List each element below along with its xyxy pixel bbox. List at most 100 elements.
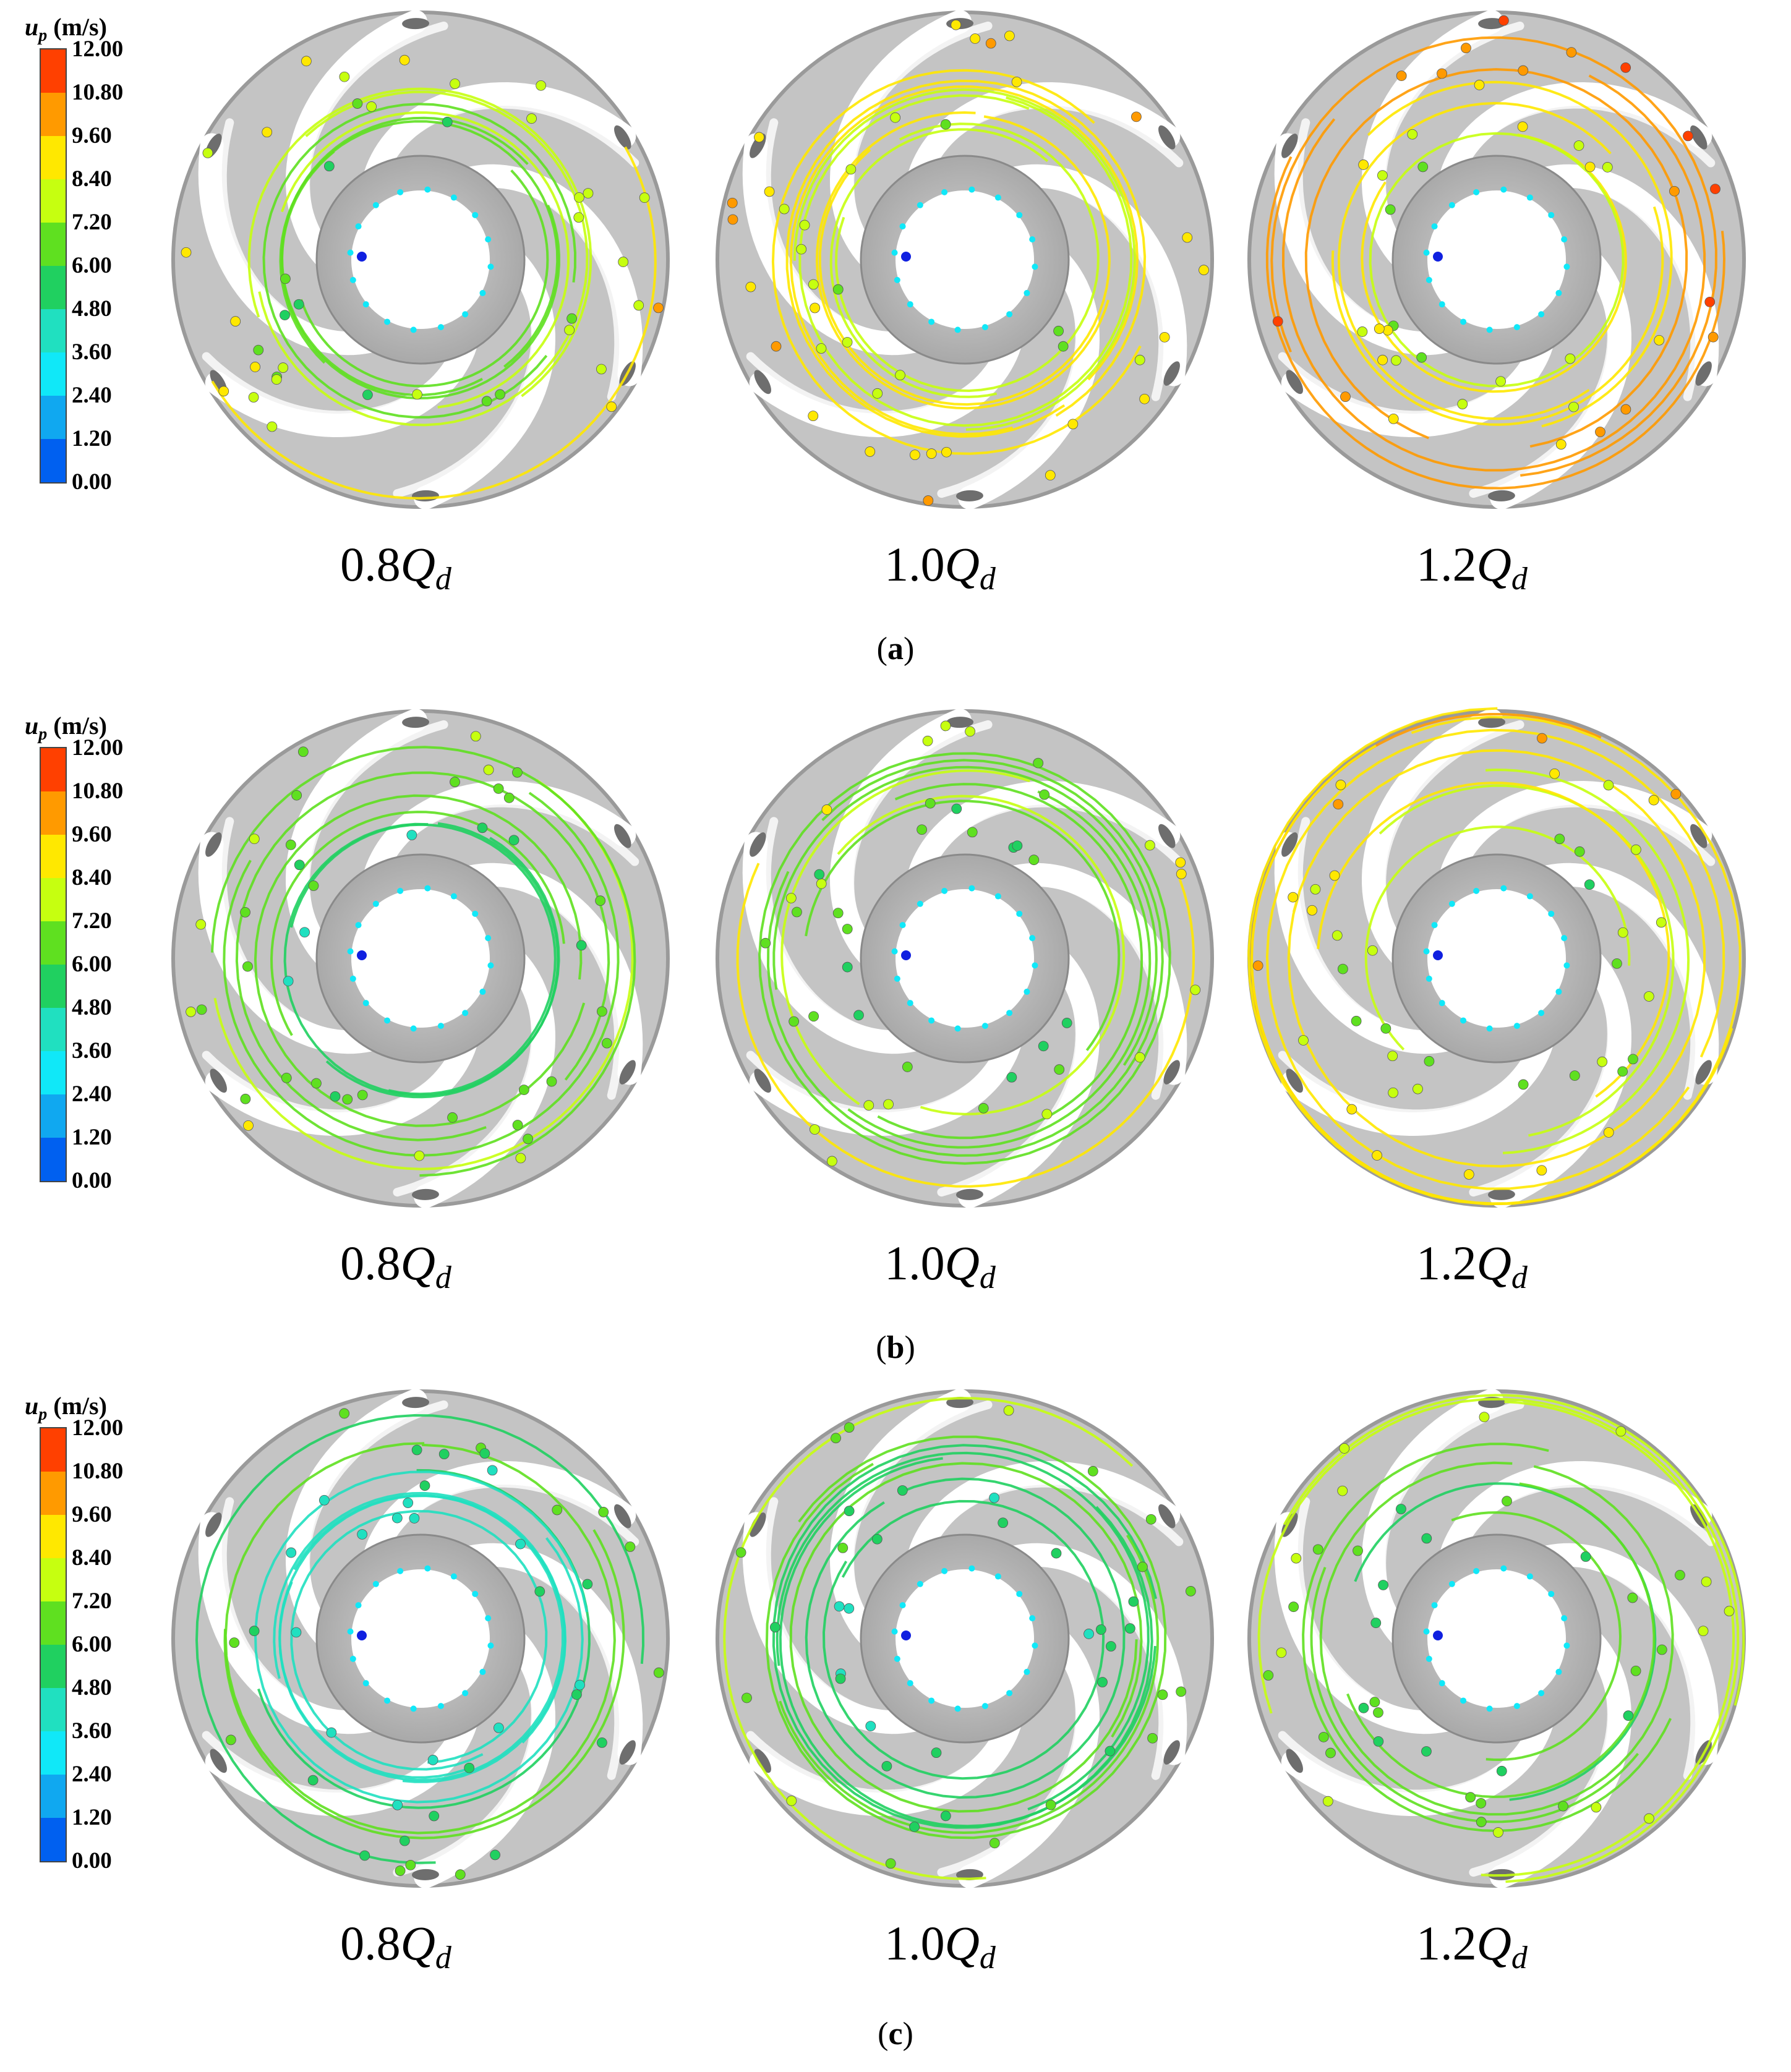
particle — [392, 1799, 403, 1810]
particle — [450, 893, 457, 900]
particle — [816, 343, 827, 354]
particle — [1124, 1623, 1135, 1634]
blade-tip — [1281, 832, 1298, 857]
particle — [1016, 910, 1023, 917]
particle — [1041, 1109, 1053, 1120]
particle — [1061, 1018, 1072, 1028]
particle — [883, 1099, 894, 1110]
blade-tip — [1690, 824, 1708, 848]
particle — [1563, 962, 1570, 969]
legend-color-band — [41, 1558, 66, 1601]
particle — [951, 803, 962, 814]
particle — [487, 1465, 498, 1476]
particle-trajectory — [235, 771, 610, 1141]
particle — [384, 1697, 391, 1704]
condition-label-c-1.2: 1.2Qd — [1416, 1916, 1528, 1976]
particle-trajectory — [766, 759, 1164, 1157]
particle — [372, 900, 379, 907]
particle — [1128, 1596, 1139, 1607]
particle — [1620, 404, 1631, 415]
legend-tick-label: 8.40 — [72, 166, 112, 192]
blade-tip — [1695, 361, 1712, 386]
particle — [1380, 1023, 1391, 1034]
particle — [1105, 1746, 1116, 1757]
flow-channel — [762, 817, 898, 1041]
particle — [941, 887, 948, 894]
particle — [865, 446, 876, 457]
shaft-bore — [896, 889, 1034, 1028]
particle — [355, 1602, 362, 1609]
particle — [1095, 1624, 1106, 1635]
particle-trajectory — [779, 1457, 1156, 1828]
particle — [1496, 1765, 1507, 1776]
particle — [218, 386, 229, 397]
condition-label-a-1.2: 1.2Qd — [1416, 537, 1528, 597]
particle — [202, 147, 213, 158]
particle-trajectory — [805, 799, 1121, 1051]
particle — [1630, 1665, 1641, 1676]
particle — [965, 726, 975, 737]
particle — [994, 893, 1001, 900]
particle — [1276, 1647, 1287, 1658]
particle — [595, 895, 606, 906]
particle — [411, 1444, 422, 1456]
particle — [1003, 1405, 1014, 1416]
particle — [397, 189, 404, 195]
particle — [372, 202, 379, 208]
flow-channel — [746, 1731, 1001, 1799]
particle — [928, 318, 935, 325]
particle — [890, 112, 901, 123]
particle — [989, 1838, 1000, 1849]
particle — [1574, 846, 1585, 857]
particle — [845, 164, 857, 175]
particle — [1067, 419, 1079, 430]
particle — [342, 1094, 353, 1105]
particle — [799, 220, 810, 231]
particle — [618, 257, 629, 267]
particle-trajectory — [254, 794, 586, 1127]
particle — [1298, 1035, 1309, 1046]
particle — [1500, 1565, 1507, 1572]
particle-trajectory — [1281, 74, 1706, 472]
blade-tip — [1158, 1504, 1176, 1528]
particle — [816, 878, 827, 889]
legend-tick-label: 12.00 — [72, 36, 124, 62]
impeller-b-1.2 — [1243, 705, 1750, 1212]
particle-trajectory — [1364, 825, 1631, 1051]
particle-trajectory — [1283, 1394, 1745, 1706]
flow-channel — [455, 1543, 643, 1765]
particle — [1536, 1165, 1547, 1176]
particle — [487, 1642, 494, 1649]
particle — [470, 731, 481, 742]
particle — [462, 311, 469, 318]
particle — [754, 132, 764, 143]
particle — [318, 1494, 330, 1506]
particle — [1340, 391, 1351, 403]
particle — [907, 301, 913, 308]
legend-title: up (m/s) — [25, 13, 107, 45]
blade-tip — [754, 370, 771, 394]
legend-tick-label: 7.20 — [72, 908, 112, 934]
particle — [362, 1000, 369, 1007]
particle — [472, 910, 479, 917]
particle-trajectory — [258, 90, 589, 427]
particle — [1493, 1827, 1503, 1838]
particle — [1518, 1079, 1529, 1090]
flow-channel — [746, 352, 1001, 420]
particle — [479, 988, 486, 995]
particle — [844, 1422, 855, 1433]
blade-tip — [614, 824, 631, 848]
impeller-cross-section — [171, 709, 670, 1208]
particle-trajectory — [779, 1534, 1160, 1835]
particle-trajectory — [877, 783, 1143, 1140]
flow-channel — [929, 798, 1184, 866]
particle-trajectory — [798, 94, 1133, 427]
particle — [1016, 1590, 1023, 1597]
particle — [940, 1810, 951, 1822]
legend-tick-label: 1.20 — [72, 426, 112, 451]
particle — [409, 1513, 420, 1524]
particle-trajectory — [1310, 1566, 1639, 1823]
particle — [1555, 988, 1562, 995]
particle — [1357, 326, 1368, 337]
particle — [323, 161, 335, 172]
